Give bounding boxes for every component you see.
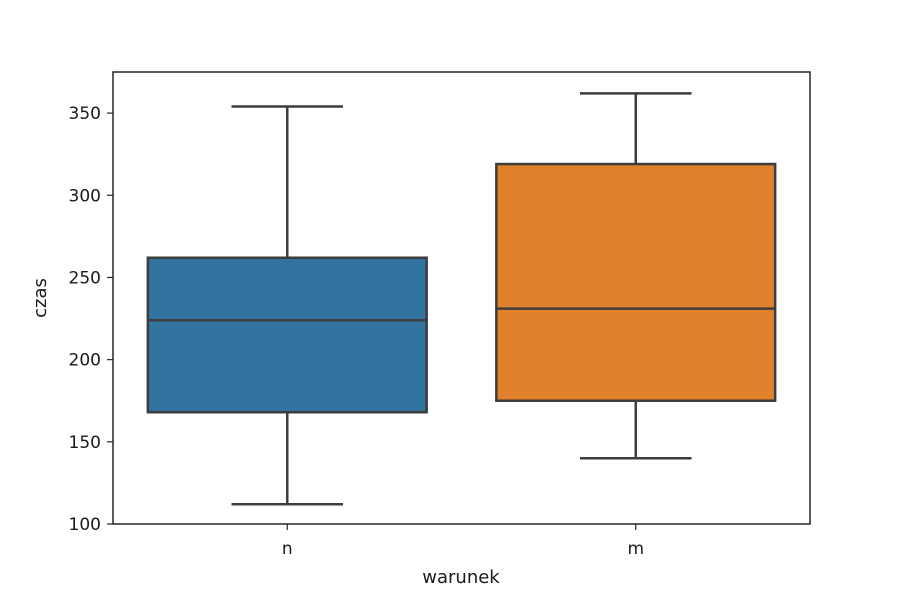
- y-tick-label: 250: [69, 268, 101, 288]
- x-axis-label: warunek: [422, 567, 500, 588]
- y-tick-label: 300: [69, 186, 101, 206]
- y-tick-label: 350: [69, 104, 101, 124]
- box-iqr: [146, 256, 428, 414]
- plot-frame: [112, 71, 811, 525]
- box-m: [495, 92, 777, 460]
- y-tick-label: 150: [69, 433, 101, 453]
- x-tick-label: m: [627, 539, 644, 559]
- y-tick-label: 200: [69, 351, 101, 371]
- x-tick-label: n: [282, 539, 293, 559]
- box-iqr: [495, 162, 777, 402]
- y-tick-label: 100: [69, 515, 101, 535]
- axes: 100 150 200 250 300 350 n m: [69, 71, 811, 559]
- y-axis-label: czas: [30, 278, 51, 318]
- plot-marks: [146, 92, 777, 506]
- box-n: [146, 105, 428, 506]
